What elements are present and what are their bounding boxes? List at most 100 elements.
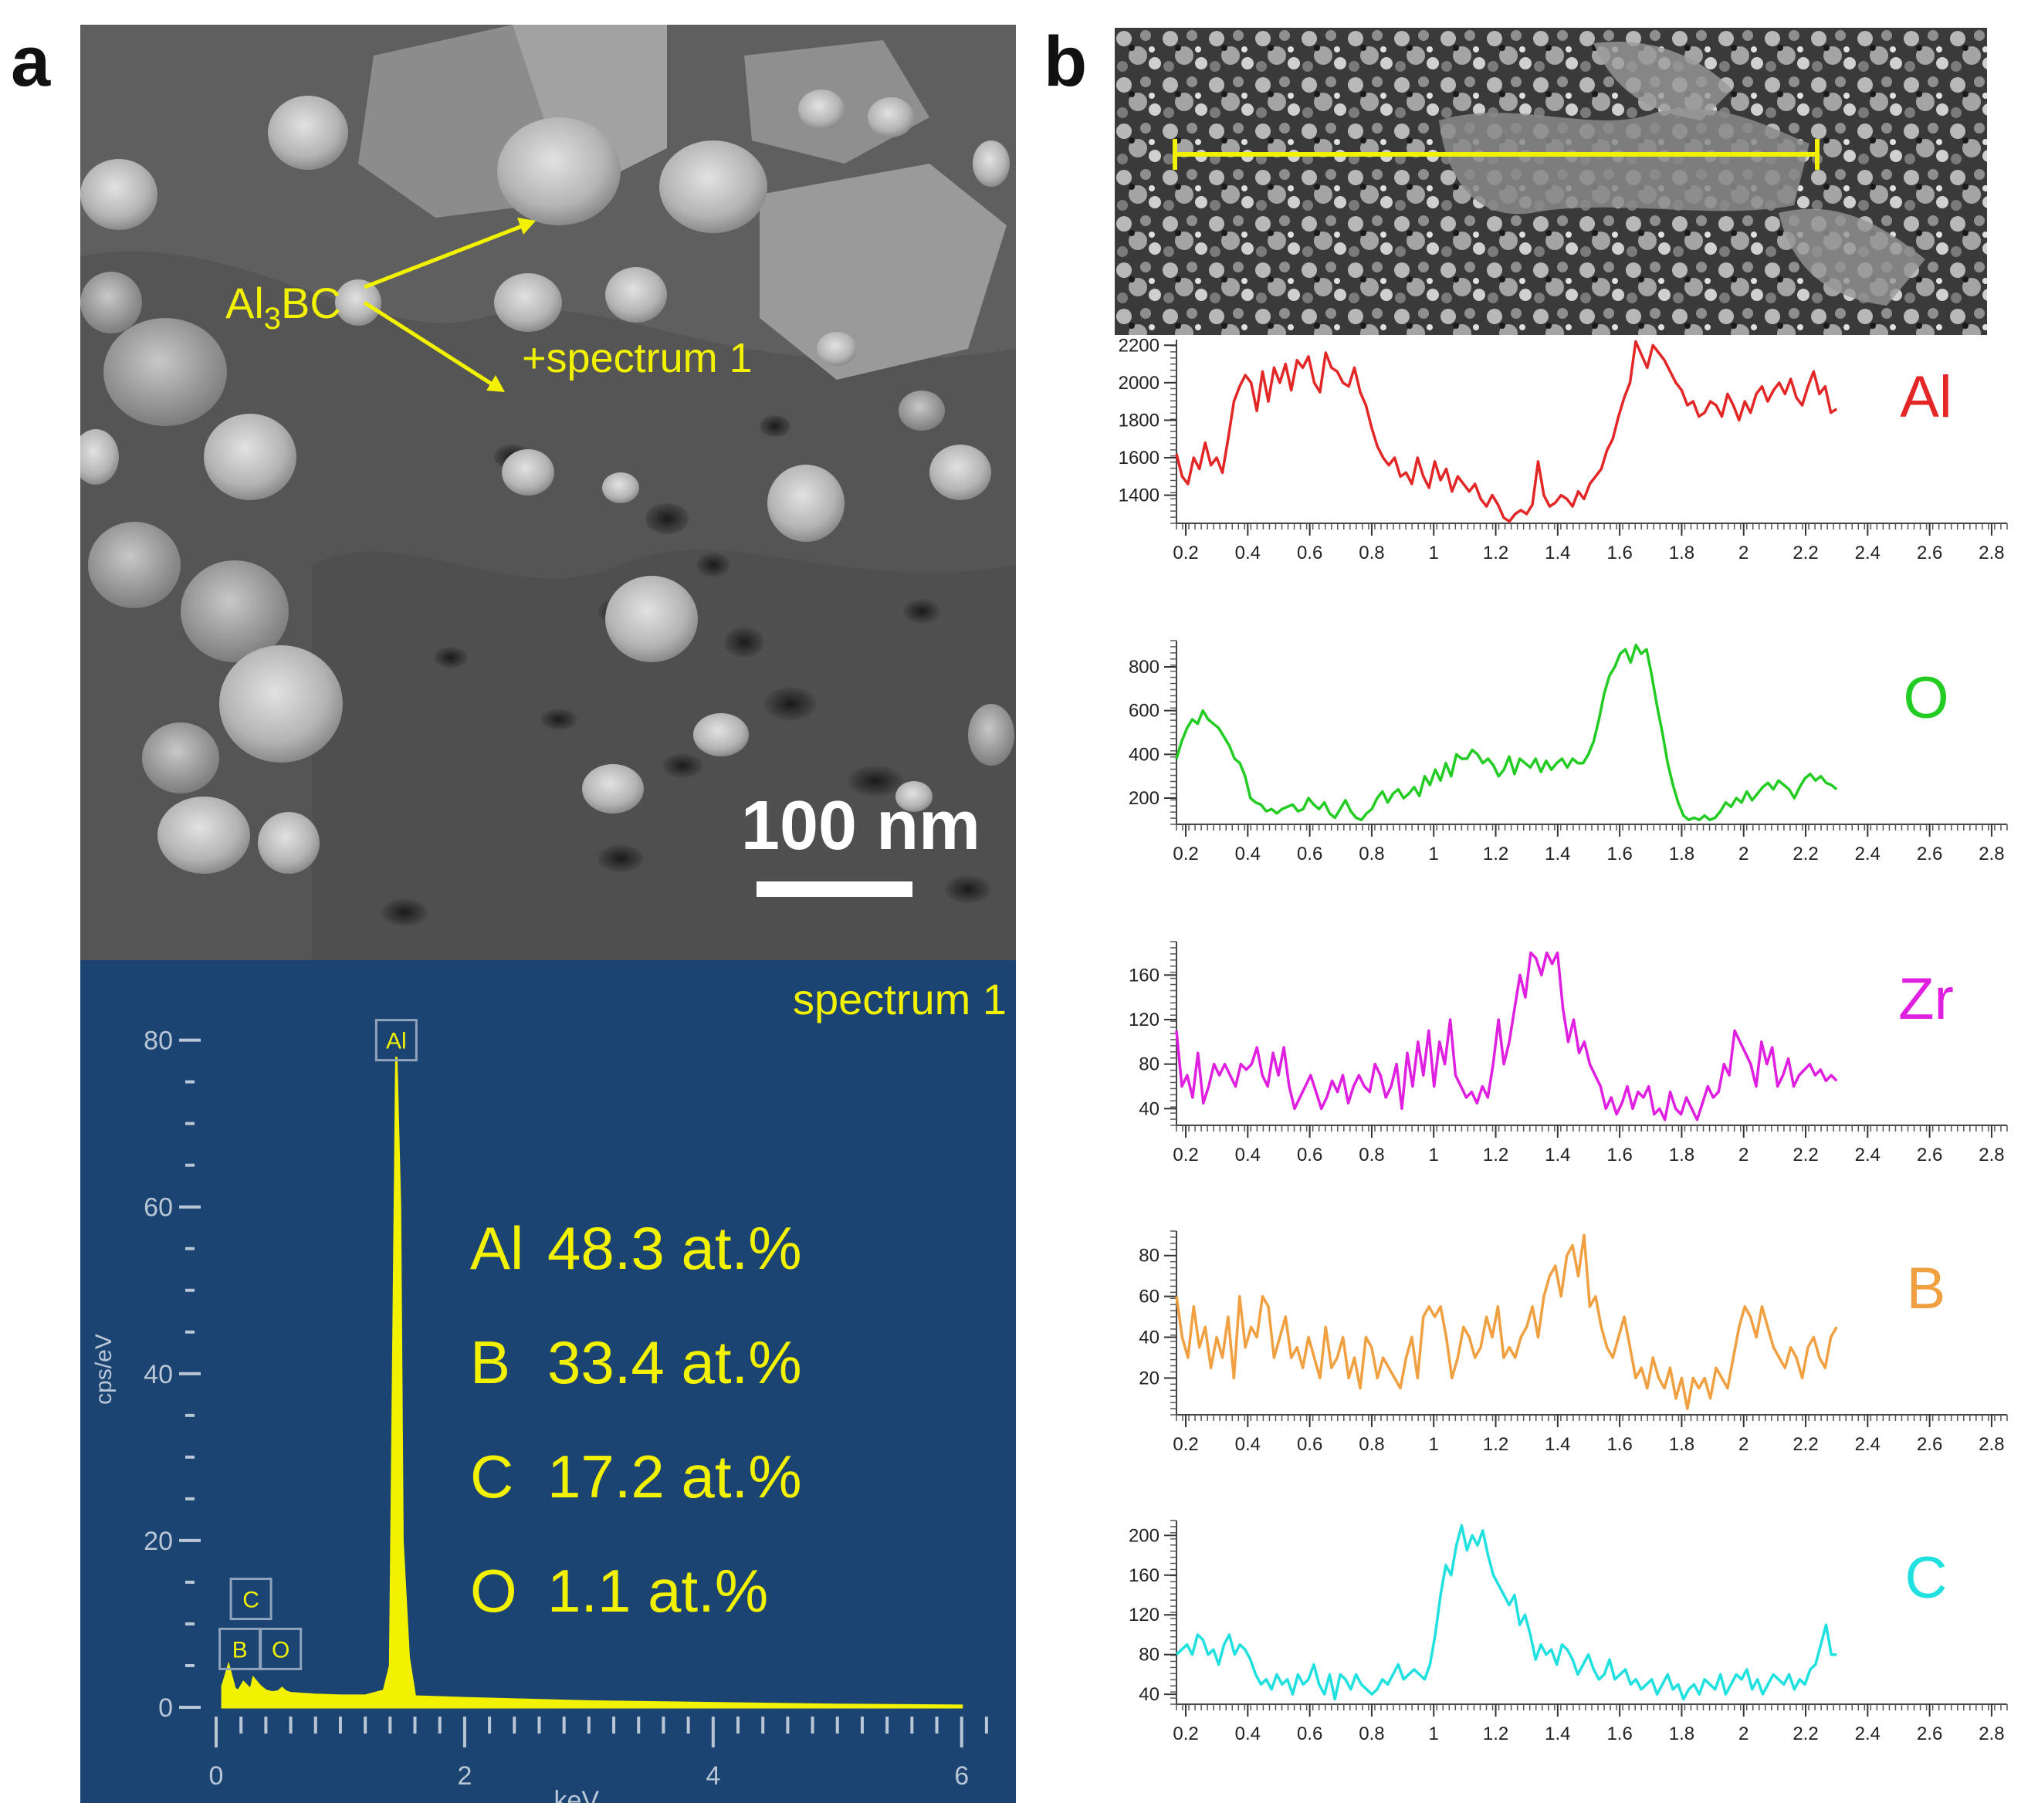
linescan-profiles: 0.2 0.4 0.6 0.8 1 1.2 1.4 1.6 1.8 2 2.2 2.4 2.6 2.8 1 4… xyxy=(1119,335,2008,1744)
eds-peak-label-c: C xyxy=(242,1588,259,1613)
profile-x-tick-label: 1.2 xyxy=(1483,844,1508,864)
profile-x-tick-label: 1.6 xyxy=(1606,1145,1632,1165)
profile-y-tick-label: 80 xyxy=(1139,1054,1159,1075)
profile-x-tick-label: 0.6 xyxy=(1297,844,1322,864)
profile-element-label: O xyxy=(1903,665,1948,731)
profile-x-tick-label: 2.4 xyxy=(1855,1434,1881,1455)
profile-y-tick-label: 1800 xyxy=(1119,410,1159,431)
profile-b: 0.2 0.4 0.6 0.8 1 1.2 1.4 1.6 1.8 2 2.2 2.4 2.6 2.8 20… xyxy=(1139,1230,2008,1455)
profile-series-zr xyxy=(1175,951,1838,1121)
profile-x-tick-label: 2.8 xyxy=(1979,543,2004,563)
profile-x-tick-label: 0.4 xyxy=(1235,844,1261,864)
profile-x-tick-label: 1.2 xyxy=(1483,1145,1508,1165)
eds-peak-label-b: B xyxy=(232,1637,248,1663)
profile-y-tick-label: 40 xyxy=(1139,1328,1159,1348)
profile-c: 0.2 0.4 0.6 0.8 1 1.2 1.4 1.6 1.8 2 2.2 2.4 2.6 2.8 40… xyxy=(1129,1520,2008,1744)
profile-x-tick-label: 0.4 xyxy=(1235,1145,1261,1165)
profile-y-tick-label: 60 xyxy=(1139,1287,1159,1307)
profile-x-tick-label: 1.6 xyxy=(1606,1724,1632,1744)
profile-al: 0.2 0.4 0.6 0.8 1 1.2 1.4 1.6 1.8 2 2.2 2.4 2.6 2.8 14… xyxy=(1119,335,2008,563)
profile-x-tick-label: 1 xyxy=(1429,844,1439,864)
profile-series-b xyxy=(1175,1233,1838,1410)
eds-title: spectrum 1 xyxy=(793,975,1007,1023)
eds-y-axis-label: cps/eV xyxy=(91,1334,117,1405)
profile-x-tick-label: 2 xyxy=(1738,1434,1748,1455)
profile-y-tick-label: 120 xyxy=(1129,1605,1159,1625)
profile-x-tick-label: 2 xyxy=(1738,1724,1748,1744)
profile-element-label: C xyxy=(1905,1545,1948,1611)
sem-linescan-image xyxy=(1115,28,1987,335)
profile-x-tick-label: 1.6 xyxy=(1606,543,1632,563)
profile-x-tick-label: 2.8 xyxy=(1979,1434,2004,1455)
profile-element-label: B xyxy=(1907,1256,1946,1321)
profile-o: 0.2 0.4 0.6 0.8 1 1.2 1.4 1.6 1.8 2 2.2 2.4 2.6 2.8 20… xyxy=(1129,640,2008,864)
profile-x-tick-label: 1.8 xyxy=(1669,543,1694,563)
profile-x-tick-label: 0.4 xyxy=(1235,1724,1261,1744)
profile-x-tick-label: 0.4 xyxy=(1235,1434,1261,1455)
profile-y-tick-label: 20 xyxy=(1139,1368,1159,1389)
profile-y-tick-label: 2200 xyxy=(1119,335,1159,356)
profile-y-tick-label: 80 xyxy=(1139,1246,1159,1267)
profile-x-tick-label: 2.8 xyxy=(1979,1724,2004,1744)
profile-x-tick-label: 2.6 xyxy=(1917,844,1942,864)
eds-x-tick-label: 2 xyxy=(457,1761,472,1791)
composition-element-al: Al xyxy=(470,1214,523,1282)
eds-y-tick-label: 20 xyxy=(144,1527,173,1556)
profile-x-tick-label: 1.4 xyxy=(1545,543,1570,563)
profile-x-tick-label: 2.4 xyxy=(1855,1145,1881,1165)
profile-x-tick-label: 2.4 xyxy=(1855,1724,1881,1744)
sem-particles xyxy=(80,90,1014,874)
composition-value-c: 17.2 at.% xyxy=(547,1443,802,1510)
profile-y-tick-label: 600 xyxy=(1129,701,1159,722)
profile-y-tick-label: 800 xyxy=(1129,657,1159,678)
profile-y-tick-label: 200 xyxy=(1129,1525,1159,1546)
profile-y-tick-label: 40 xyxy=(1139,1098,1159,1119)
profile-x-tick-label: 1.4 xyxy=(1545,844,1570,864)
profile-x-tick-label: 1 xyxy=(1429,543,1439,563)
sem-annotations: Al3BC +spectrum 1 100 nm xyxy=(225,218,980,897)
eds-peak-label-al: Al xyxy=(386,1029,407,1054)
profile-y-tick-label: 1600 xyxy=(1119,448,1159,469)
composition-element-b: B xyxy=(470,1328,510,1396)
profile-x-tick-label: 0.2 xyxy=(1173,1724,1198,1744)
eds-y-tick-label: 60 xyxy=(144,1193,173,1223)
profile-x-tick-label: 2.2 xyxy=(1792,1434,1818,1455)
profile-x-tick-label: 0.2 xyxy=(1173,1434,1198,1455)
profile-x-tick-label: 0.6 xyxy=(1297,1434,1322,1455)
panel-b-label: b xyxy=(1044,22,1088,101)
profile-x-tick-label: 0.6 xyxy=(1297,1145,1322,1165)
eds-x-tick-label: 6 xyxy=(954,1761,969,1791)
profile-x-tick-label: 0.8 xyxy=(1359,1145,1384,1165)
profile-x-tick-label: 1.2 xyxy=(1483,1724,1508,1744)
profile-x-tick-label: 1.4 xyxy=(1545,1724,1570,1744)
profile-x-tick-label: 1.8 xyxy=(1669,1145,1694,1165)
profile-x-tick-label: 2.2 xyxy=(1792,844,1818,864)
profile-x-tick-label: 0.8 xyxy=(1359,543,1384,563)
profile-x-tick-label: 0.2 xyxy=(1173,844,1198,864)
profile-x-tick-label: 2.2 xyxy=(1792,543,1818,563)
panel-a-label: a xyxy=(11,22,51,101)
profile-y-tick-label: 2000 xyxy=(1119,373,1159,394)
profile-y-tick-label: 120 xyxy=(1129,1010,1159,1030)
spectrum-marker-label: +spectrum 1 xyxy=(522,335,753,381)
eds-x-axis-label: keV xyxy=(553,1786,599,1803)
sem-pores xyxy=(381,415,991,926)
profile-x-tick-label: 0.8 xyxy=(1359,1434,1384,1455)
profile-x-tick-label: 0.2 xyxy=(1173,543,1198,563)
profile-x-tick-label: 2.6 xyxy=(1917,1724,1942,1744)
profile-x-tick-label: 1 xyxy=(1429,1145,1439,1165)
profile-x-tick-label: 0.8 xyxy=(1359,1724,1384,1744)
profile-y-tick-label: 400 xyxy=(1129,744,1159,765)
profile-x-tick-label: 2.2 xyxy=(1792,1145,1818,1165)
eds-peak-label-o: O xyxy=(272,1637,289,1663)
scale-bar xyxy=(757,881,912,897)
eds-background xyxy=(80,960,1016,1803)
eds-y-tick-label: 40 xyxy=(144,1360,173,1389)
profile-y-tick-label: 160 xyxy=(1129,965,1159,986)
profile-x-tick-label: 0.6 xyxy=(1297,543,1322,563)
eds-peak-box-al xyxy=(374,1019,418,1062)
profile-x-tick-label: 2.2 xyxy=(1792,1724,1818,1744)
composition-element-o: O xyxy=(470,1557,517,1625)
profile-zr: 0.2 0.4 0.6 0.8 1 1.2 1.4 1.6 1.8 2 2.2 2.4 2.6 2.8 40… xyxy=(1129,941,2008,1165)
profile-x-tick-label: 1.8 xyxy=(1669,1724,1694,1744)
